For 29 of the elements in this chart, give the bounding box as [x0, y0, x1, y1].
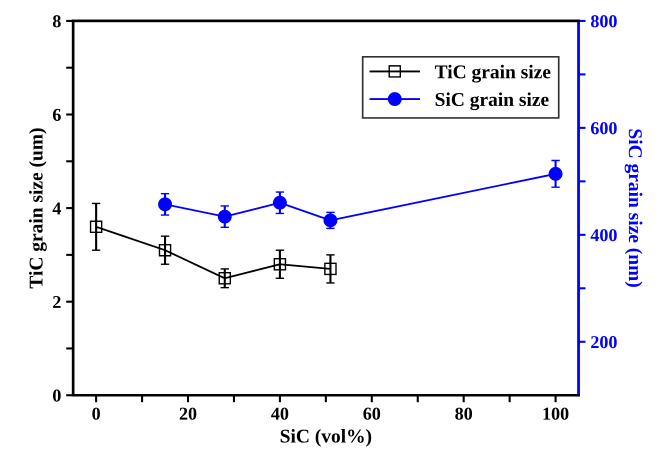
- x-tick-label: 80: [455, 408, 472, 420]
- y-tick-label: 4: [52, 202, 62, 214]
- point: [218, 210, 232, 224]
- point: [158, 244, 172, 256]
- x-tick-label: 100: [543, 408, 568, 420]
- y-tick-label: 8: [52, 15, 61, 28]
- point: [272, 196, 287, 210]
- y2-tick-label: 800: [590, 15, 617, 28]
- x-axis-title: SiC (vol%): [280, 428, 372, 447]
- legend-label: TiC grain size: [434, 64, 550, 83]
- y-tick-label: 6: [52, 108, 61, 121]
- y-tick-label: 2: [53, 296, 61, 308]
- point: [90, 220, 102, 234]
- point: [324, 262, 337, 276]
- point: [274, 258, 286, 270]
- x-tick-label: 40: [271, 408, 288, 420]
- point: [548, 166, 563, 181]
- y-tick-label: 0: [53, 390, 61, 402]
- legend-label: SiC grain size: [436, 92, 549, 110]
- point: [218, 272, 232, 285]
- y-axis-title: TiC grain size (um): [28, 128, 47, 288]
- y2-tick-label: 600: [590, 122, 617, 134]
- x-tick-label: 60: [363, 408, 380, 420]
- x-tick-label: 0: [92, 408, 100, 420]
- y2-tick-label: 400: [590, 229, 617, 242]
- point: [158, 197, 172, 212]
- x-tick-label: 20: [180, 408, 196, 420]
- y2-axis-title: SiC grain size (nm): [624, 129, 642, 287]
- y2-tick-label: 200: [591, 336, 617, 348]
